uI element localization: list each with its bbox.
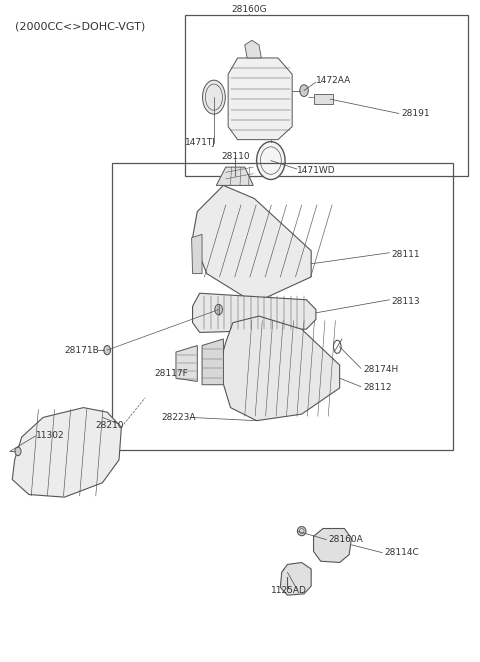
Polygon shape — [245, 40, 261, 58]
Ellipse shape — [298, 526, 306, 536]
Polygon shape — [216, 167, 253, 185]
Ellipse shape — [257, 142, 285, 179]
Text: 28160A: 28160A — [328, 535, 363, 544]
Polygon shape — [219, 316, 340, 420]
Ellipse shape — [104, 346, 110, 355]
Text: 28191: 28191 — [401, 109, 430, 118]
Text: 1471WD: 1471WD — [297, 166, 336, 175]
Polygon shape — [192, 234, 202, 273]
Text: 28114C: 28114C — [384, 548, 420, 557]
Polygon shape — [313, 94, 333, 104]
Polygon shape — [202, 339, 223, 385]
Text: 28210: 28210 — [96, 421, 124, 430]
Polygon shape — [12, 408, 121, 497]
Ellipse shape — [215, 305, 222, 315]
Text: (2000CC<>DOHC-VGT): (2000CC<>DOHC-VGT) — [14, 22, 145, 32]
Text: 28174H: 28174H — [363, 365, 398, 374]
Text: 28223A: 28223A — [162, 413, 196, 422]
Ellipse shape — [203, 80, 225, 114]
Text: 28112: 28112 — [363, 383, 392, 393]
Text: 28117F: 28117F — [155, 369, 188, 378]
Polygon shape — [192, 185, 311, 303]
Text: 1472AA: 1472AA — [316, 76, 351, 85]
Polygon shape — [228, 58, 292, 140]
Text: 28113: 28113 — [392, 297, 420, 306]
Ellipse shape — [15, 447, 21, 455]
Text: 28111: 28111 — [392, 250, 420, 259]
Ellipse shape — [300, 85, 308, 97]
Polygon shape — [280, 563, 311, 595]
Polygon shape — [313, 528, 351, 563]
Text: 28110: 28110 — [221, 152, 250, 162]
Text: 28160G: 28160G — [232, 5, 267, 13]
Ellipse shape — [283, 568, 292, 577]
Text: 1125AD: 1125AD — [271, 586, 307, 595]
Text: 11302: 11302 — [36, 431, 65, 440]
Polygon shape — [192, 293, 316, 332]
Text: 1471TJ: 1471TJ — [185, 138, 216, 148]
Text: 28171B: 28171B — [64, 346, 99, 355]
Polygon shape — [176, 346, 197, 381]
